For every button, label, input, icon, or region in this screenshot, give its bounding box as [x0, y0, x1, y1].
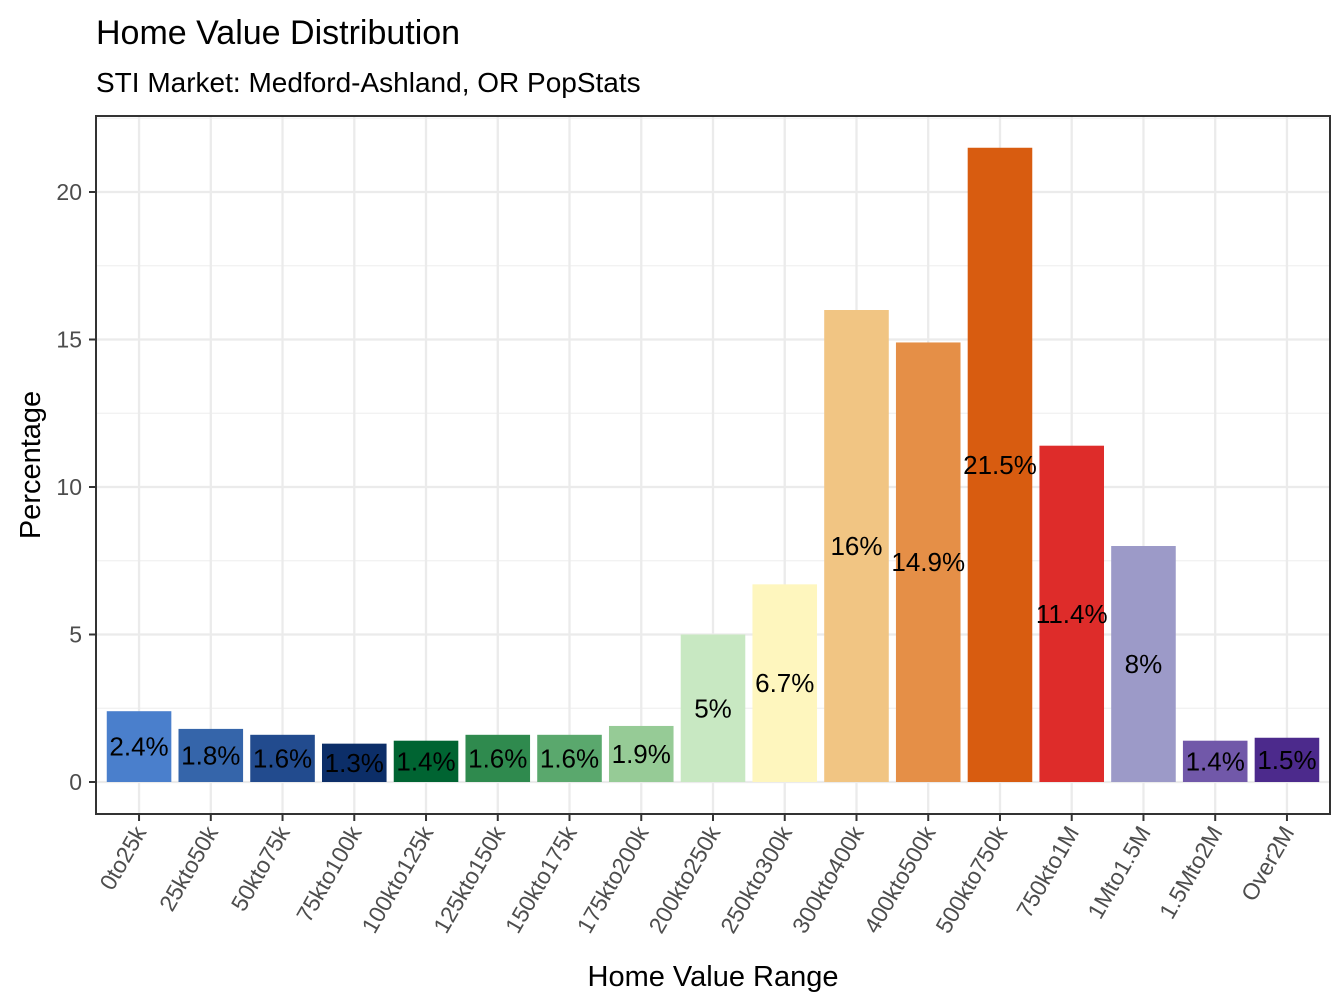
bar-50kto75k: [250, 734, 315, 782]
bar-150kto175k: [537, 734, 602, 782]
bar-400kto500k: [895, 342, 961, 782]
data-label-1Mto1.5M: 8%: [1125, 649, 1163, 679]
data-label-300kto400k: 16%: [830, 531, 882, 561]
bars: [106, 147, 1320, 782]
data-label-750kto1M: 11.4%: [1036, 599, 1108, 629]
bar-100kto125k: [393, 740, 459, 782]
x-axis-title: Home Value Range: [588, 961, 839, 993]
bar-1.5Mto2M: [1182, 740, 1248, 782]
bar-75kto100k: [321, 743, 387, 782]
bar-250kto300k: [752, 584, 818, 782]
y-axis-title: Percentage: [15, 391, 47, 539]
bar-Over2M: [1254, 737, 1320, 782]
data-label-125kto150k: 1.6%: [468, 743, 527, 773]
chart-subtitle: STI Market: Medford-Ashland, OR PopStats: [96, 67, 641, 98]
bar-175kto200k: [608, 725, 674, 782]
data-label-175kto200k: 1.9%: [612, 739, 671, 769]
bar-1Mto1.5M: [1111, 546, 1176, 782]
y-tick-label: 20: [56, 179, 82, 205]
plot-panel: 2.4% 1.8% 1.6% 1.3% 1.4% 1.6% 1.6% 1.9% 5% 6.7% 16…: [95, 115, 1331, 815]
data-label-75kto100k: 1.3%: [325, 748, 384, 778]
data-label-150kto175k: 1.6%: [540, 743, 599, 773]
y-tick-label: 0: [69, 769, 82, 795]
bar-500kto750k: [967, 147, 1033, 782]
bar-125kto150k: [465, 734, 531, 782]
bar-300kto400k: [824, 310, 889, 782]
y-tick-label: 10: [56, 474, 82, 500]
bar-25kto50k: [178, 728, 244, 782]
bar-200kto250k: [680, 634, 746, 782]
data-label-400kto500k: 14.9%: [891, 547, 965, 577]
data-labels: 2.4% 1.8% 1.6% 1.3% 1.4% 1.6% 1.6% 1.9% 5% 6.7% 16…: [109, 450, 1316, 778]
data-label-25kto50k: 1.8%: [181, 740, 240, 770]
data-label-0to25k: 2.4%: [109, 732, 168, 762]
y-axis: 0 5 10 15 20: [56, 179, 96, 795]
y-tick-label: 5: [69, 622, 82, 648]
data-label-500kto750k: 21.5%: [963, 450, 1037, 480]
bar-750kto1M: [1039, 445, 1105, 782]
bar-0to25k: [106, 711, 172, 782]
y-tick-label: 15: [56, 327, 82, 353]
data-label-250kto300k: 6.7%: [755, 668, 814, 698]
chart-title: Home Value Distribution: [96, 14, 460, 52]
data-label-200kto250k: 5%: [694, 693, 732, 723]
data-label-50kto75k: 1.6%: [253, 743, 312, 773]
data-label-Over2M: 1.5%: [1257, 745, 1316, 775]
data-label-1.5Mto2M: 1.4%: [1186, 746, 1245, 776]
data-label-100kto125k: 1.4%: [396, 746, 455, 776]
